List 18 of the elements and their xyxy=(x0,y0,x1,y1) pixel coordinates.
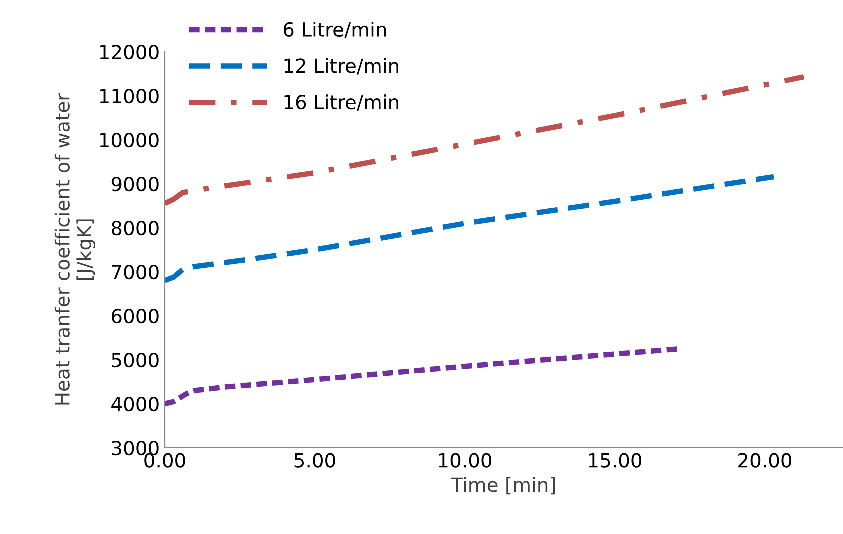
x-axis-title: Time [min] xyxy=(451,477,556,495)
y-tick-label: 5000 xyxy=(112,352,159,368)
x-tick-label: 10.00 xyxy=(439,453,492,468)
y-tick-label: 4000 xyxy=(112,396,159,412)
y-tick-label: 12000 xyxy=(100,44,159,60)
y-tick-label: 7000 xyxy=(112,264,159,280)
y-tick-label: 10000 xyxy=(100,132,159,148)
x-tick-label: 5.00 xyxy=(294,453,336,468)
y-tick-label: 8000 xyxy=(112,220,159,236)
y-tick-label: 9000 xyxy=(112,176,159,192)
x-tick-label: 15.00 xyxy=(589,453,642,468)
y-axis-title: Heat tranfer coefficient of water [J/kgK] xyxy=(54,93,96,405)
y-tick-label: 11000 xyxy=(100,88,159,104)
x-tick-label: 20.00 xyxy=(738,453,792,468)
y-tick-label: 6000 xyxy=(112,308,159,324)
legend-label: 16 Litre/min xyxy=(284,94,398,112)
legend-label: 6 Litre/min xyxy=(284,22,386,39)
legend-label: 12 Litre/min xyxy=(284,58,398,75)
